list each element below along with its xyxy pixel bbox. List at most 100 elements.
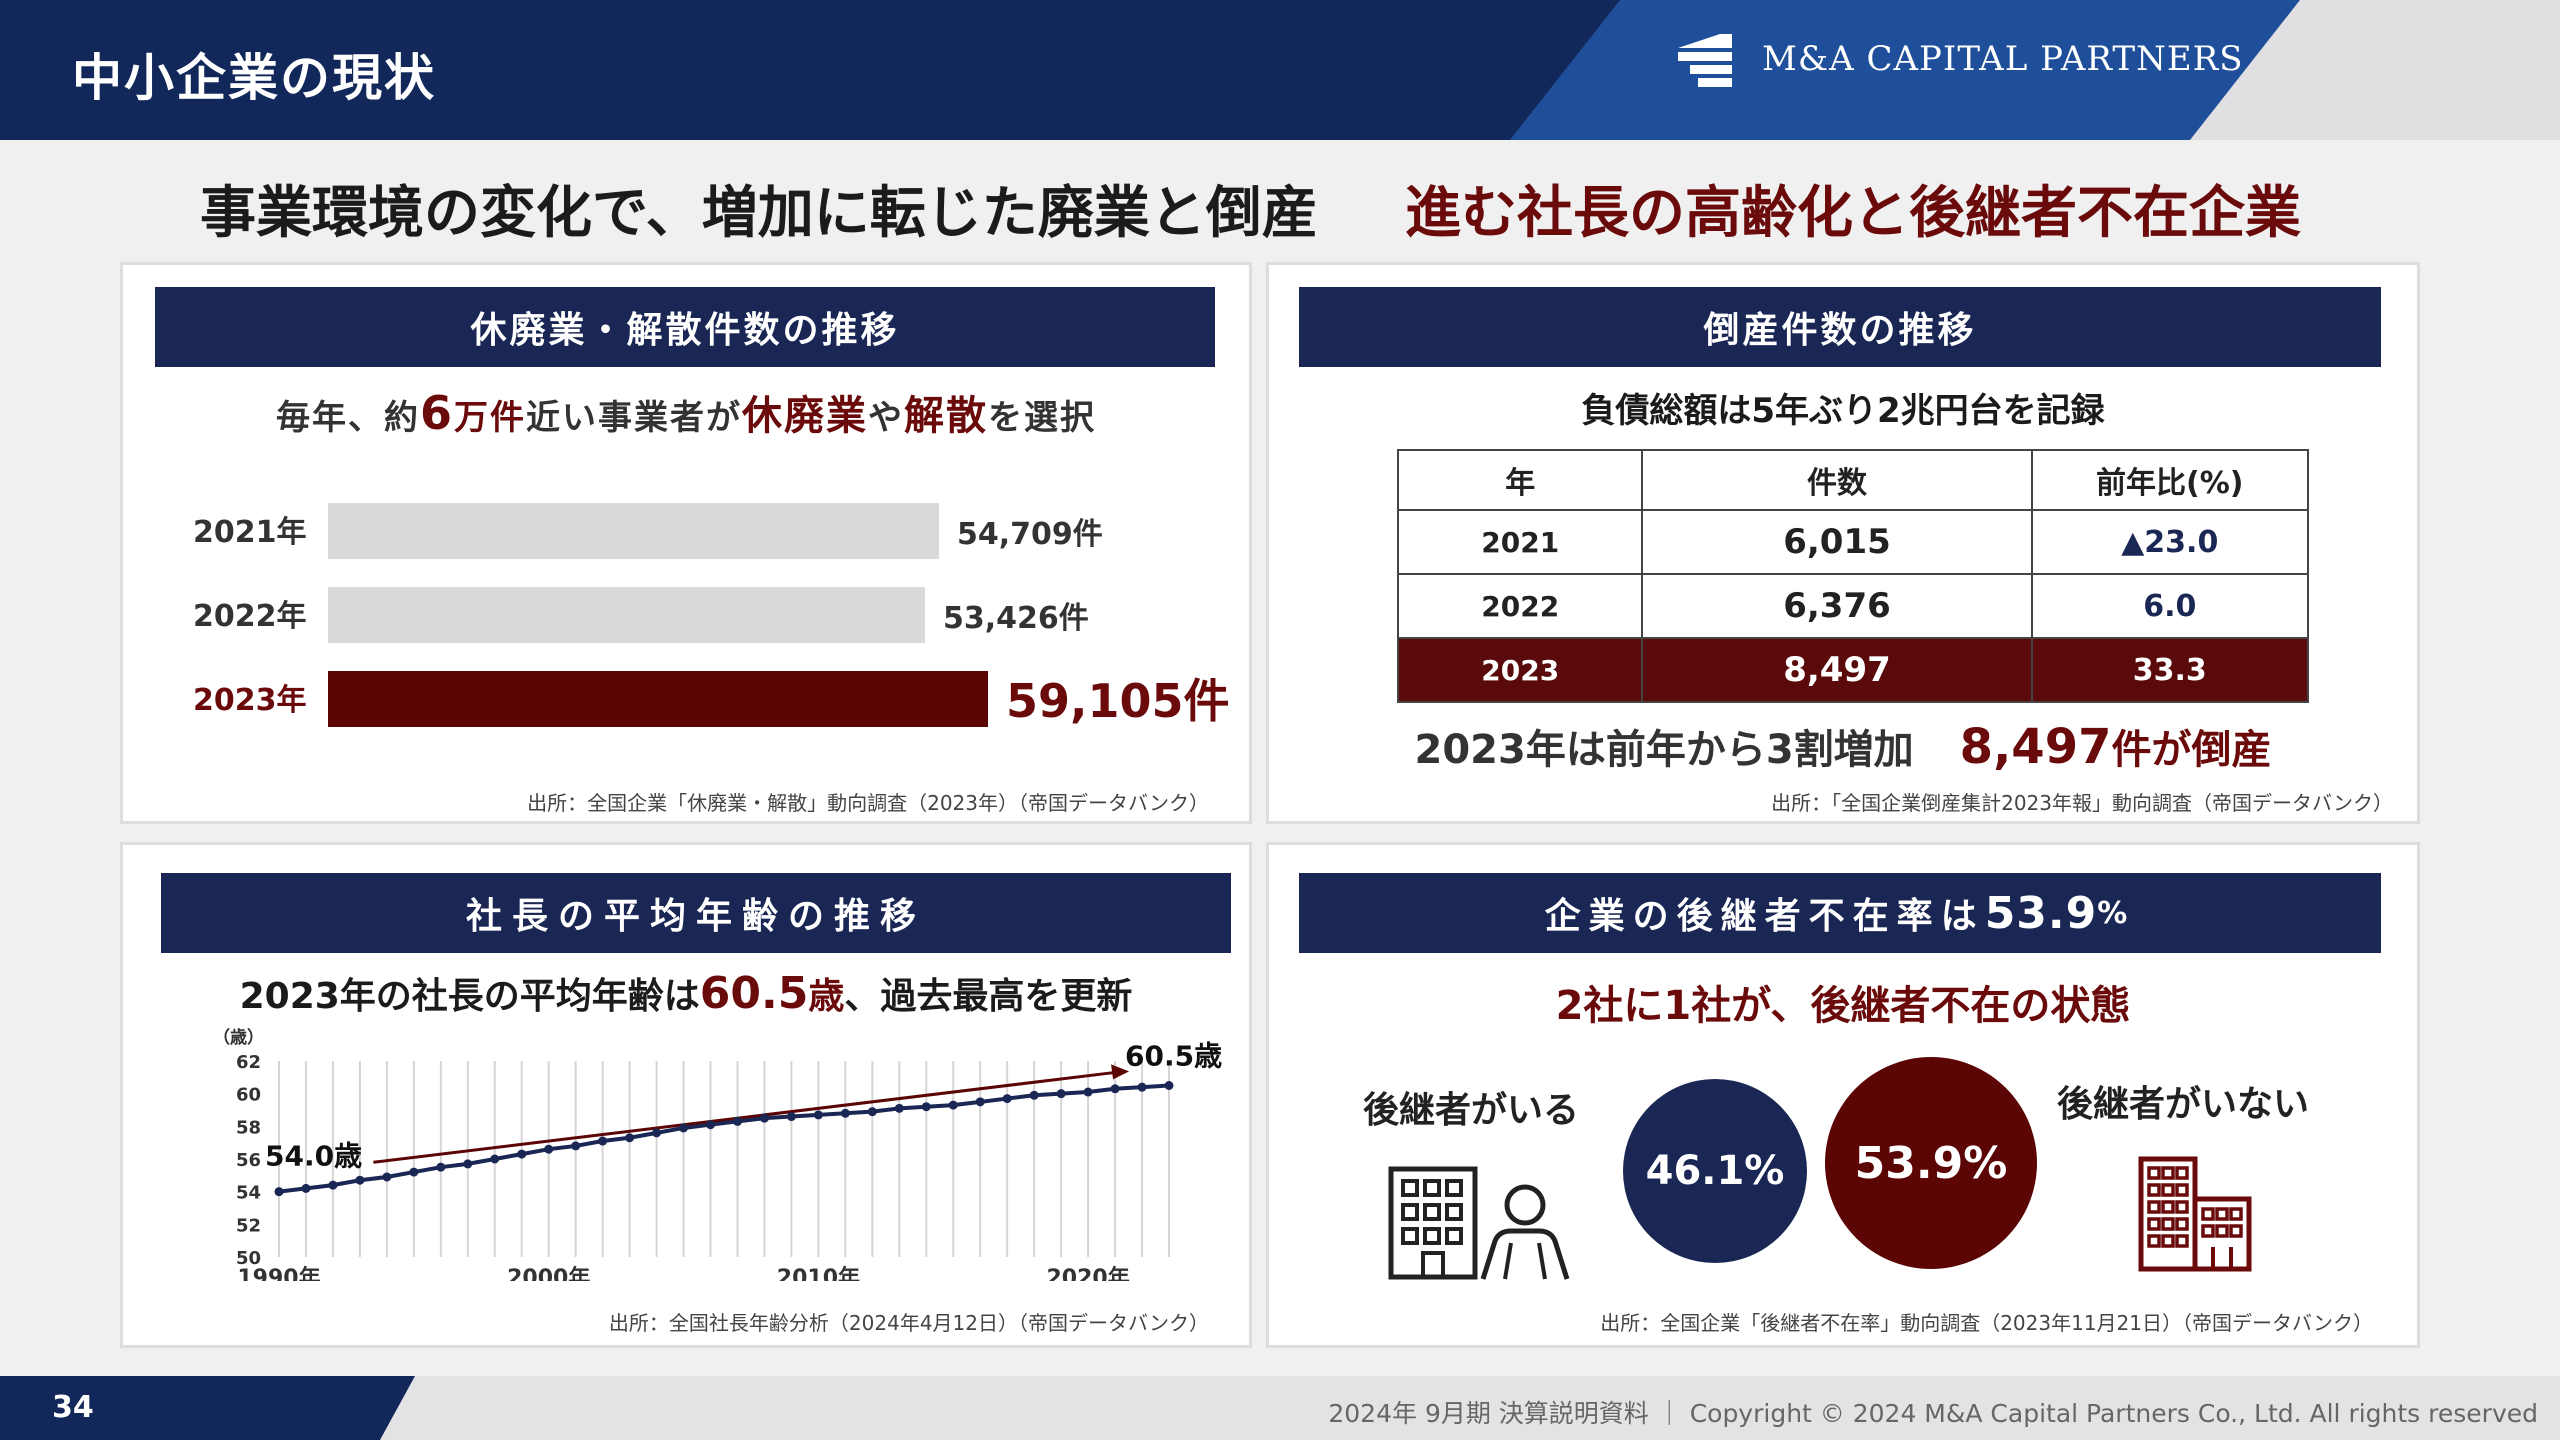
age-series-line [278,1083,1170,1194]
bar-value: 54,709件 [957,517,1103,552]
y-tick-label: 54 [236,1183,261,1204]
column-header: 前年比(%) [2030,449,2310,511]
age-data-point [382,1172,392,1182]
bar-value-highlight: 59,105件 [1006,674,1230,728]
age-data-point [517,1149,527,1159]
age-data-point [1164,1081,1174,1090]
trend-arrow-line [373,1070,1116,1164]
cell-count: 8,497 [1641,637,2033,703]
age-data-point [328,1180,338,1190]
cell-ratio: 6.0 [2030,573,2310,639]
successor-heading-number: 53.9 [1984,887,2098,939]
closures-bar [328,503,939,559]
age-sub-unit: 歳 [808,976,845,1017]
x-tick-label: 1990年 [237,1265,320,1281]
successor-heading-text: 企業の後継者不在率は [1544,896,1985,937]
closures-bar-highlight [328,671,988,727]
age-data-point [867,1107,877,1117]
bankruptcy-summary: 2023年は前年から3割増加 8,497件が倒産 [1269,717,2417,775]
bar-value: 53,426件 [943,601,1089,636]
header-bar: 中小企業の現状 M&A CAPITAL PARTNERS [0,0,2560,140]
y-tick-label: 56 [236,1150,261,1171]
closures-sub-keyword: 休廃業 [742,393,868,439]
age-sub-number: 60.5 [699,968,809,1019]
age-data-point [786,1112,796,1122]
closures-panel: 休廃業・解散件数の推移 毎年、約6万件近い事業者が休廃業や解散を選択 2021年… [120,262,1252,824]
successor-heading-percent: % [2097,895,2136,931]
age-source: 出所：全国社長年齢分析（2024年4月12日）（帝国データバンク） [608,1311,1209,1335]
y-tick-label: 60 [236,1085,261,1106]
age-sub-text: 、過去最高を更新 [844,976,1133,1017]
closures-sub-text: 毎年、約 [275,398,420,438]
x-tick-label: 2000年 [507,1265,590,1281]
end-value-label: 60.5歳 [1125,1040,1222,1073]
bankruptcy-heading: 倒産件数の推移 [1299,287,2381,367]
bankruptcy-subheading: 負債総額は5年ぶり2兆円台を記録 [1581,391,2105,431]
cell-count: 6,015 [1641,509,2033,575]
cell-year: 2023 [1396,637,1644,703]
age-data-point [409,1167,419,1177]
bar-label-highlight: 2023年 [193,683,307,718]
closures-sub-text: を選択 [988,398,1096,438]
age-data-point [571,1141,581,1151]
age-heading: 社長の平均年齢の推移 [161,873,1231,953]
cell-year: 2021 [1396,509,1644,575]
age-line-chart: （歳） 50 52 54 56 58 60 62 1990年 2000年 2010年 2020年 54.… [213,1027,1222,1281]
company-logo: M&A CAPITAL PARTNERS [1676,30,2244,88]
logo-mark-icon [1678,34,1732,87]
footer-copyright: 2024年 9月期 決算説明資料 ｜ Copyright © 2024 M&A … [1328,1399,2538,1428]
footer-bar: 34 2024年 9月期 決算説明資料 ｜ Copyright © 2024 M… [0,1376,2560,1440]
y-axis-label: （歳） [213,1027,264,1048]
summary-number: 8,497 [1959,719,2112,775]
page-number: 34 [52,1390,94,1425]
age-data-point [706,1120,716,1130]
table-header-row: 年 件数 前年比(%) [1396,449,2310,511]
closures-sub-keyword: 解散 [904,393,988,439]
bankruptcy-panel: 倒産件数の推移 負債総額は5年ぶり2兆円台を記録 年 件数 前年比(%) 202… [1266,262,2420,824]
y-tick-label: 62 [236,1052,261,1073]
y-tick-label: 52 [236,1215,261,1236]
closures-sub-text: 近い事業者が [526,398,742,438]
no-successor-label: 後継者がいない [2057,1084,2310,1125]
y-tick-label: 58 [236,1117,261,1138]
age-data-point [813,1110,823,1120]
age-data-point [274,1187,284,1197]
office-person-icon [1388,1166,1570,1280]
has-successor-label: 後継者がいる [1363,1090,1580,1131]
closures-heading: 休廃業・解散件数の推移 [155,287,1215,367]
closures-subheading: 毎年、約6万件近い事業者が休廃業や解散を選択 [123,383,1249,441]
logo-text: M&A CAPITAL PARTNERS [1762,39,2244,79]
closures-bar [328,587,925,643]
age-data-point [921,1102,931,1112]
age-data-point [759,1113,769,1123]
page-title: 中小企業の現状 [72,49,436,107]
age-data-point [301,1183,311,1193]
x-tick-label: 2020年 [1046,1265,1129,1281]
footer-page-band [0,1376,415,1440]
age-data-point [975,1097,985,1107]
closures-source: 出所：全国企業「休廃業・解散」動向調査（2023年）（帝国データバンク） [527,791,1209,815]
y-tick-label: 50 [236,1248,261,1269]
age-data-point [1029,1090,1039,1100]
headline-left: 事業環境の変化で、増加に転じた廃業と倒産 [200,181,1318,246]
age-data-point [894,1103,904,1113]
successor-heading: 企業の後継者不在率は 53.9% [1299,873,2381,953]
vacant-building-icon [2138,1156,2252,1272]
closures-sub-text: や [868,398,904,438]
closures-sub-unit: 万件 [454,398,526,438]
summary-unit: 件が倒産 [2111,727,2272,773]
closures-sub-number: 6 [419,386,454,440]
age-data-point [679,1123,689,1133]
trend-arrow-head [1111,1064,1130,1080]
table-row: 2021 6,015 ▲23.0 [1396,509,2310,575]
column-header: 年 [1396,449,1644,511]
bar-label: 2021年 [193,515,307,550]
headline-right: 進む社長の高齢化と後継者不在企業 [1405,181,2301,246]
age-data-point [1137,1082,1147,1092]
table-row: 2022 6,376 6.0 [1396,573,2310,639]
age-data-point [490,1154,500,1164]
bar-label: 2022年 [193,599,307,634]
age-panel: 社長の平均年齢の推移 2023年の社長の平均年齢は60.5歳、過去最高を更新 （… [120,842,1252,1348]
age-data-point [625,1133,635,1143]
successor-source: 出所：全国企業「後継者不在率」動向調査（2023年11月21日）（帝国データバン… [1600,1311,2373,1335]
